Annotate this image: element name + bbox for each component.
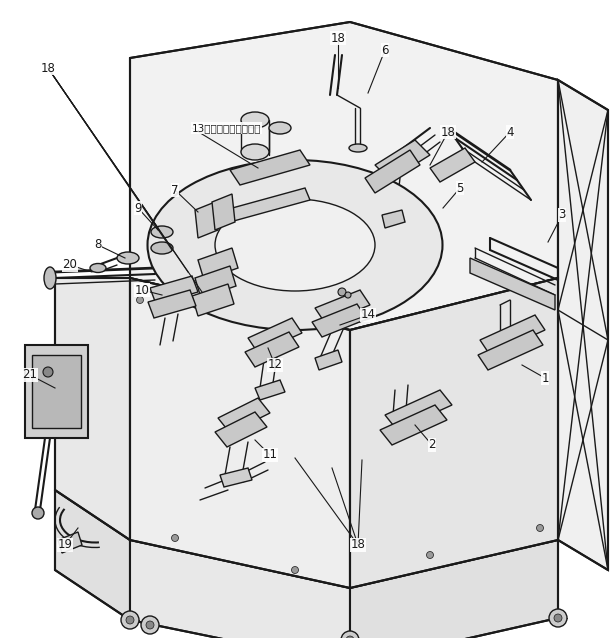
Polygon shape (480, 315, 545, 355)
Polygon shape (195, 202, 218, 238)
Polygon shape (130, 22, 558, 330)
Polygon shape (350, 278, 558, 588)
Polygon shape (385, 390, 452, 430)
Text: 18: 18 (330, 31, 346, 45)
Polygon shape (315, 290, 370, 323)
Circle shape (32, 507, 44, 519)
Circle shape (341, 631, 359, 638)
Text: 18: 18 (441, 126, 455, 138)
Text: 1: 1 (541, 371, 549, 385)
Circle shape (126, 616, 134, 624)
Polygon shape (32, 355, 81, 428)
Polygon shape (380, 405, 447, 445)
Polygon shape (55, 278, 130, 540)
Circle shape (346, 636, 354, 638)
Text: 9: 9 (134, 202, 142, 214)
Polygon shape (130, 278, 350, 588)
Ellipse shape (148, 160, 443, 330)
Text: 19: 19 (58, 538, 72, 551)
Text: 12: 12 (267, 359, 283, 371)
Ellipse shape (349, 144, 367, 152)
Polygon shape (312, 304, 367, 337)
Ellipse shape (241, 144, 269, 160)
Text: 18: 18 (351, 538, 365, 551)
Polygon shape (215, 412, 267, 447)
Circle shape (427, 551, 433, 558)
Circle shape (121, 611, 139, 629)
Circle shape (554, 614, 562, 622)
Circle shape (141, 616, 159, 634)
Text: 5: 5 (456, 181, 463, 195)
Circle shape (137, 297, 143, 304)
Polygon shape (198, 248, 238, 280)
Polygon shape (430, 148, 475, 182)
Circle shape (549, 609, 567, 627)
Ellipse shape (269, 122, 291, 134)
Polygon shape (245, 332, 299, 367)
Polygon shape (225, 188, 310, 222)
Polygon shape (470, 258, 555, 310)
Ellipse shape (90, 263, 106, 272)
Text: 14: 14 (360, 309, 376, 322)
Circle shape (292, 567, 299, 574)
Ellipse shape (151, 226, 173, 238)
Text: 11: 11 (262, 449, 278, 461)
Polygon shape (55, 490, 130, 620)
Text: 21: 21 (23, 369, 37, 382)
Polygon shape (230, 150, 310, 185)
Circle shape (43, 367, 53, 377)
Circle shape (338, 288, 346, 296)
Polygon shape (212, 194, 235, 230)
Text: 3: 3 (558, 209, 566, 221)
Text: 18: 18 (40, 61, 55, 75)
Polygon shape (220, 468, 252, 487)
Ellipse shape (215, 199, 375, 291)
Polygon shape (315, 350, 342, 370)
Ellipse shape (151, 242, 173, 254)
Text: 7: 7 (171, 184, 179, 197)
Polygon shape (350, 540, 558, 638)
Circle shape (346, 299, 354, 306)
Polygon shape (248, 318, 302, 353)
Text: 6: 6 (381, 43, 389, 57)
Polygon shape (25, 345, 88, 438)
Ellipse shape (241, 112, 269, 128)
Polygon shape (558, 80, 608, 570)
Polygon shape (365, 150, 420, 193)
Circle shape (146, 621, 154, 629)
Polygon shape (375, 140, 430, 180)
Polygon shape (148, 290, 196, 318)
Text: 20: 20 (63, 258, 77, 272)
Polygon shape (255, 380, 285, 400)
Ellipse shape (117, 252, 139, 264)
Polygon shape (218, 398, 270, 433)
Polygon shape (150, 276, 198, 304)
Polygon shape (195, 266, 236, 298)
Text: 4: 4 (506, 126, 514, 138)
Circle shape (536, 524, 544, 531)
Polygon shape (130, 540, 350, 638)
Polygon shape (382, 210, 405, 228)
Ellipse shape (44, 267, 56, 289)
Text: 2: 2 (428, 438, 436, 452)
Polygon shape (58, 532, 82, 553)
Polygon shape (192, 284, 234, 316)
Circle shape (172, 535, 178, 542)
Text: 8: 8 (94, 239, 102, 251)
Text: 10: 10 (135, 283, 150, 297)
Circle shape (345, 292, 351, 298)
Text: 13右边的点胶嘴在下方: 13右边的点胶嘴在下方 (192, 123, 262, 133)
Polygon shape (478, 330, 543, 370)
